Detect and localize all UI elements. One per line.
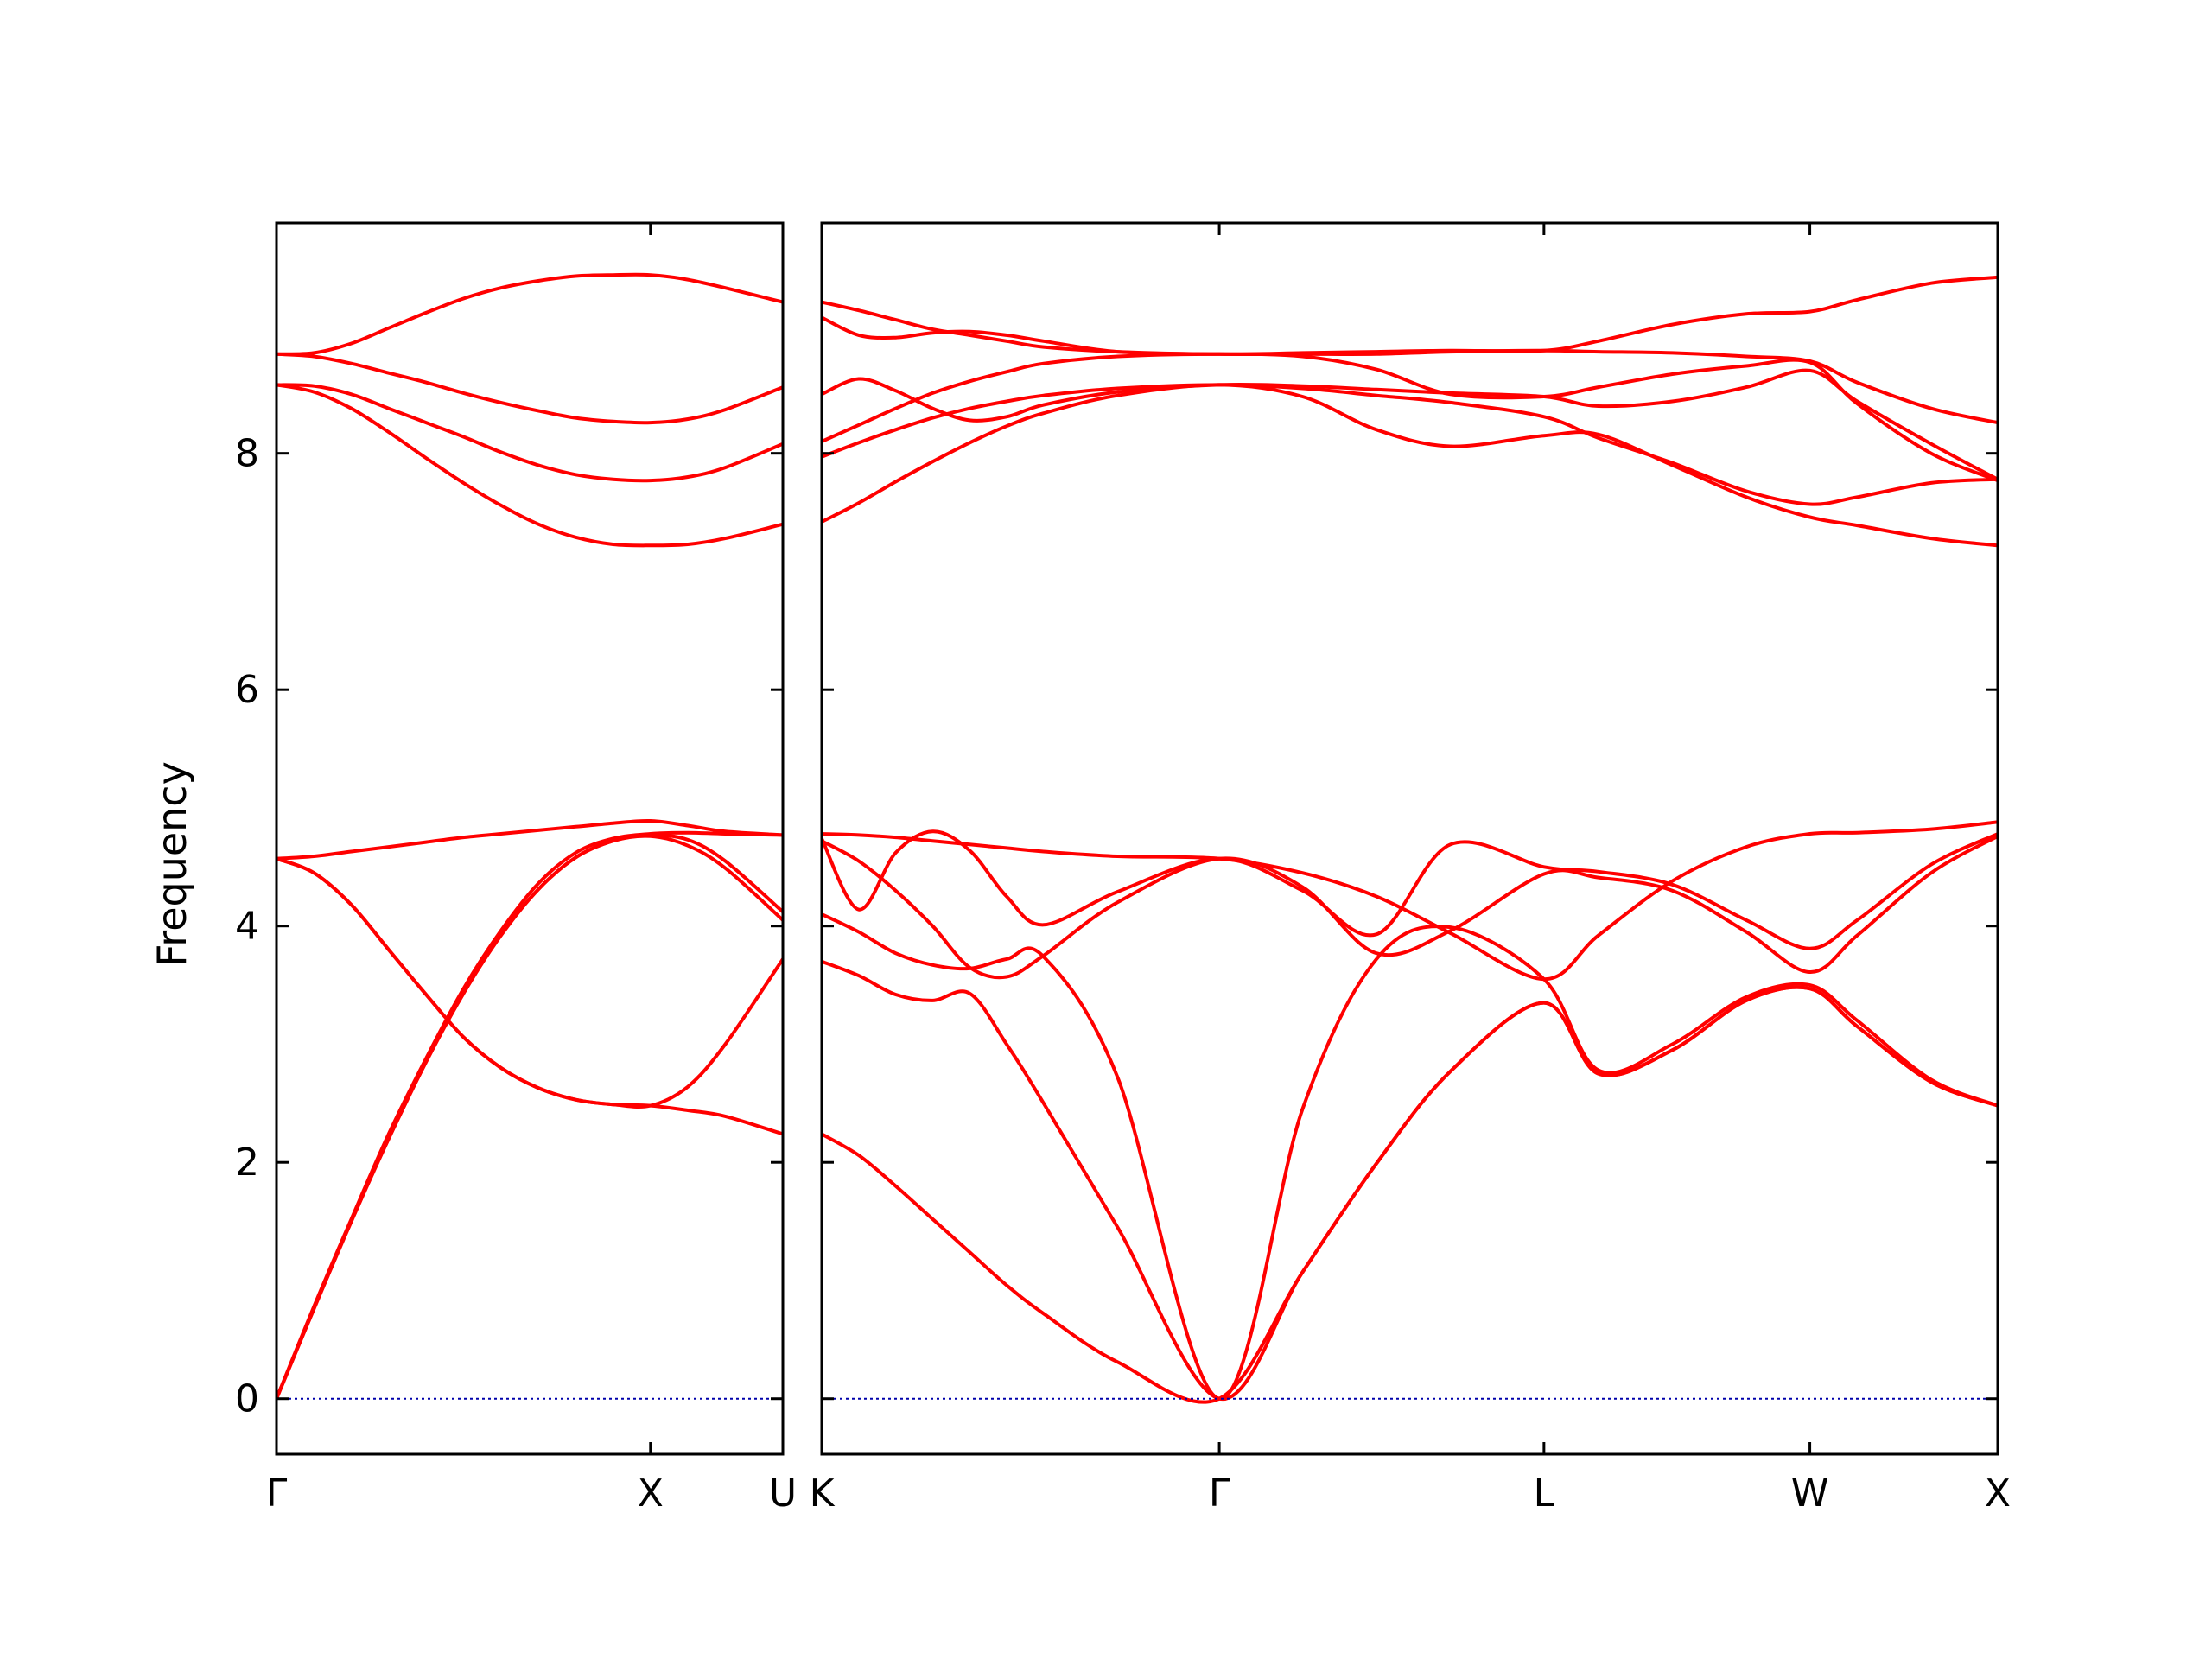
- band-line-2: [822, 352, 1998, 483]
- band-line-1: [276, 352, 783, 425]
- band-line-4: [822, 383, 1998, 506]
- x-tick-label: Γ: [266, 1471, 288, 1516]
- band-line-8: [276, 833, 783, 1401]
- bands: [822, 275, 1998, 1404]
- x-tick-label: U: [769, 1471, 797, 1516]
- y-axis-label: Frequency: [149, 761, 195, 967]
- band-line-0: [822, 275, 1998, 356]
- y-tick-label: 6: [235, 668, 259, 712]
- band-line-9: [276, 834, 783, 1401]
- band-line-8: [822, 834, 1998, 980]
- band-line-6: [276, 856, 783, 1109]
- band-line-0: [276, 272, 783, 356]
- band-line-11: [822, 985, 1998, 1404]
- band-line-7: [276, 830, 783, 1401]
- band-line-3: [276, 383, 783, 548]
- y-tick-label: 8: [235, 432, 259, 476]
- x-tick-label: L: [1534, 1471, 1555, 1516]
- band-line-2: [276, 383, 783, 483]
- band-line-3: [822, 368, 1998, 481]
- band-line-5: [822, 383, 1998, 548]
- band-line-9: [822, 912, 1998, 1401]
- plot-frame: [275, 221, 785, 1456]
- band-line-10: [822, 959, 1998, 1401]
- y-axis: 0 2 4 6 8: [235, 432, 259, 1421]
- band-line-7: [822, 830, 1998, 950]
- bands: [276, 272, 783, 1401]
- band-line-4: [276, 818, 783, 861]
- y-tick-label: 4: [235, 905, 259, 949]
- band-line-6: [822, 820, 1998, 982]
- x-tick-label: X: [638, 1471, 664, 1516]
- x-tick-label: X: [1985, 1471, 2011, 1516]
- y-tick-label: 2: [235, 1141, 259, 1185]
- x-tick-label: W: [1791, 1471, 1829, 1516]
- plot-frame: [820, 221, 1999, 1456]
- x-tick-label: Γ: [1209, 1471, 1230, 1516]
- x-tick-label: K: [810, 1471, 836, 1516]
- y-tick-label: 0: [235, 1377, 259, 1421]
